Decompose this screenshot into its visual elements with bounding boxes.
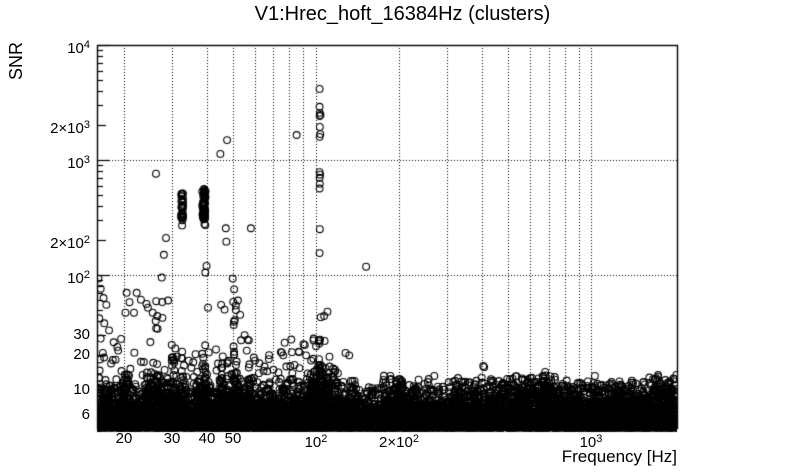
- y-tick-30: 30: [73, 326, 90, 343]
- x-tick-40: 40: [198, 430, 216, 447]
- y-tick-1000: 103: [67, 154, 90, 172]
- y-tick-10000: 104: [67, 39, 90, 57]
- x-tick-30: 30: [163, 430, 181, 447]
- y-tick-6: 6: [81, 406, 90, 423]
- x-tick-50: 50: [224, 430, 242, 447]
- y-tick-10: 10: [73, 381, 90, 398]
- plot-title: V1:Hrec_hoft_16384Hz (clusters): [254, 3, 551, 25]
- y-tick-200: 2×102: [50, 234, 90, 252]
- x-axis-title: Frequency [Hz]: [561, 447, 677, 466]
- x-tick-100: 102: [304, 433, 328, 451]
- y-tick-2000: 2×103: [50, 119, 90, 137]
- y-tick-20: 20: [73, 346, 90, 363]
- x-tick-20: 20: [115, 430, 133, 447]
- x-tick-1000: 103: [579, 433, 603, 451]
- y-tick-100: 102: [67, 269, 90, 287]
- x-tick-200: 2×102: [379, 433, 419, 451]
